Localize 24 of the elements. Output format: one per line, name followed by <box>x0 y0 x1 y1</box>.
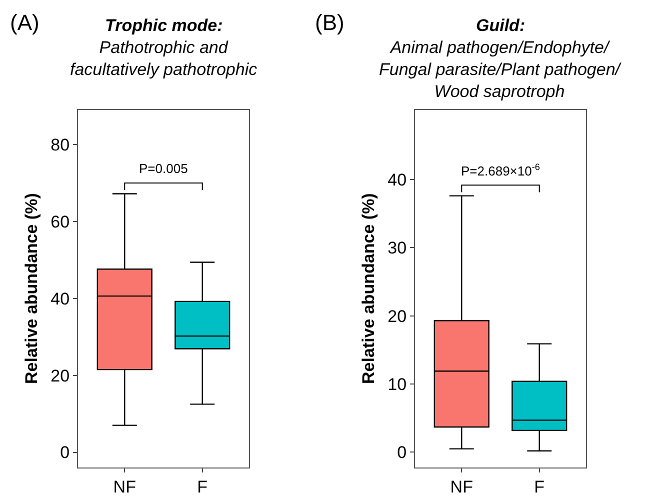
y-tick-label: 20 <box>388 306 407 326</box>
y-tick-label: 80 <box>50 135 70 154</box>
y-tick-label: 40 <box>50 289 70 308</box>
annotation: P=2.689×10$^{-6}$ <box>461 162 540 178</box>
y-tick-label: 10 <box>388 374 407 394</box>
y-tick-label: 20 <box>50 366 70 386</box>
x-tick-label: NF <box>113 478 136 497</box>
chart-title: Trophic mode: <box>105 16 223 35</box>
y-axis-title: Relative abundance (%) <box>359 193 378 384</box>
y-axis-title: Relative abundance (%) <box>22 193 42 384</box>
chart-title: Guild: <box>476 16 526 35</box>
y-tick-label: 30 <box>388 238 407 258</box>
y-tick-label: 0 <box>397 443 407 462</box>
annotation: P=0.005 <box>139 161 188 176</box>
y-tick-label: 40 <box>388 170 407 190</box>
x-tick-label: F <box>534 478 545 497</box>
x-tick-label: NF <box>450 478 473 497</box>
y-tick-label: 0 <box>60 443 70 462</box>
x-tick-label: F <box>197 478 208 497</box>
y-tick-label: 60 <box>50 212 70 232</box>
text: (A) <box>10 10 40 35</box>
chart-subtitle: Animal pathogen/Endophyte/ Fungal parasite/Plant pathogen/ Wood saprotroph <box>379 38 622 102</box>
text: (B) <box>315 10 344 35</box>
chart-subtitle: Pathotrophic and facultatively pathotrophic <box>70 38 258 80</box>
